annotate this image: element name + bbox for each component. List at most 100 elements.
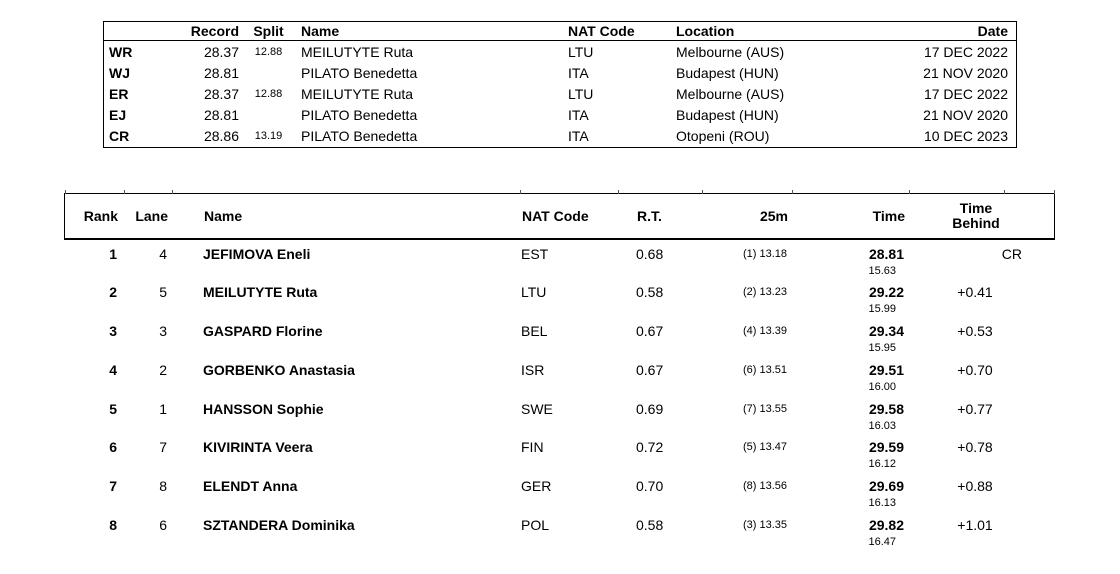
final-time: 29.69 [868, 478, 904, 495]
rank-cell: 5 [109, 400, 117, 417]
record-date: 21 NOV 2020 [923, 64, 1008, 81]
swimmer-name-cell: ELENDT Anna [203, 478, 298, 495]
result-row: 1 4 JEFIMOVA Eneli EST 0.68 (1) 13.18 28… [64, 240, 1055, 279]
split-25m-cell: (8) 13.56 [742, 480, 787, 493]
nat-code-cell: ISR [521, 361, 545, 378]
reaction-time-cell: 0.72 [636, 439, 664, 456]
records-header-record: Record [190, 23, 239, 39]
final-time: 29.82 [868, 517, 904, 534]
second-lap-split: 16.12 [868, 458, 896, 471]
second-lap-split: 15.95 [868, 342, 896, 355]
second-lap-split: 15.63 [868, 264, 896, 277]
lane-cell: 4 [159, 245, 167, 262]
result-row: 6 7 KIVIRINTA Veera FIN 0.72 (5) 13.47 2… [64, 434, 1055, 473]
results-header-time-behind-line2: Behind [952, 215, 1000, 231]
reaction-time-cell: 0.70 [636, 478, 664, 495]
record-location: Budapest (HUN) [676, 107, 779, 124]
column-tick [172, 190, 173, 194]
time-cell: 28.81 15.63 [791, 245, 908, 279]
record-nat-code: ITA [568, 64, 589, 81]
time-cell: 29.69 16.13 [791, 477, 908, 511]
record-location: Budapest (HUN) [676, 64, 779, 81]
split-25m-cell: (4) 13.39 [742, 325, 787, 338]
time-behind-cell: +1.01 [957, 517, 993, 534]
records-header-name: Name [301, 23, 340, 39]
column-tick [909, 190, 910, 194]
record-nat-code: ITA [568, 128, 589, 145]
record-type-label: WJ [109, 64, 130, 81]
second-lap-split: 15.99 [868, 303, 896, 316]
record-type-label: WR [109, 43, 133, 60]
time-behind-cell: +0.41 [957, 284, 993, 301]
record-nat-code: LTU [568, 85, 594, 102]
record-date: 10 DEC 2023 [923, 128, 1008, 145]
record-row-er: ER 28.37 12.88 MEILUTYTE Ruta LTU Melbou… [104, 83, 1016, 104]
results-header-rank: Rank [83, 208, 118, 224]
record-nat-code: LTU [568, 43, 594, 60]
lane-cell: 1 [159, 400, 167, 417]
record-time: 28.37 [203, 85, 239, 102]
reaction-time-cell: 0.67 [636, 323, 664, 340]
record-type-label: ER [109, 85, 129, 102]
column-tick [65, 190, 66, 194]
record-split-time: 12.88 [254, 87, 283, 100]
rank-cell: 8 [109, 517, 117, 534]
record-annotation: CR [1001, 245, 1022, 262]
record-holder-name: MEILUTYTE Ruta [301, 43, 414, 60]
results-header-time: Time [872, 208, 905, 224]
time-cell: 29.82 16.47 [791, 516, 908, 550]
nat-code-cell: FIN [521, 439, 544, 456]
nat-code-cell: SWE [521, 400, 553, 417]
swimmer-name-cell: JEFIMOVA Eneli [203, 245, 311, 262]
final-time: 29.59 [868, 439, 904, 456]
column-tick [1054, 190, 1055, 194]
rank-cell: 6 [109, 439, 117, 456]
time-behind-cell: +0.88 [957, 478, 993, 495]
record-nat-code: ITA [568, 107, 589, 124]
column-tick [618, 190, 619, 194]
nat-code-cell: BEL [521, 323, 548, 340]
results-header-time-behind: Time Behind [909, 201, 1043, 231]
result-row: 2 5 MEILUTYTE Ruta LTU 0.58 (2) 13.23 29… [64, 279, 1055, 318]
record-holder-name: PILATO Benedetta [301, 107, 418, 124]
rank-cell: 2 [109, 284, 117, 301]
time-cell: 29.58 16.03 [791, 400, 908, 434]
lane-cell: 8 [159, 478, 167, 495]
record-time: 28.86 [203, 128, 239, 145]
record-row-cr: CR 28.86 13.19 PILATO Benedetta ITA Otop… [104, 126, 1016, 147]
nat-code-cell: LTU [521, 284, 547, 301]
results-header-nat-code: NAT Code [522, 208, 589, 224]
records-header-split: Split [253, 23, 284, 39]
second-lap-split: 16.47 [868, 536, 896, 549]
swimmer-name-cell: GORBENKO Anastasia [203, 361, 355, 378]
column-tick [124, 190, 125, 194]
record-time: 28.37 [203, 43, 239, 60]
lane-cell: 6 [159, 517, 167, 534]
final-time: 29.34 [868, 323, 904, 340]
split-25m-cell: (5) 13.47 [742, 441, 787, 454]
second-lap-split: 16.03 [868, 419, 896, 432]
record-location: Melbourne (AUS) [676, 43, 785, 60]
reaction-time-cell: 0.68 [636, 245, 664, 262]
final-time: 29.22 [868, 284, 904, 301]
records-header-date: Date [977, 23, 1008, 39]
results-table: Rank Lane Name NAT Code R.T. 25m Time Ti… [64, 190, 1055, 550]
time-cell: 29.59 16.12 [791, 438, 908, 472]
time-cell: 29.51 16.00 [791, 361, 908, 395]
column-tick [520, 190, 521, 194]
results-header-name: Name [204, 208, 243, 224]
results-header-time-behind-line1: Time [959, 200, 993, 216]
reaction-time-cell: 0.69 [636, 400, 664, 417]
final-time: 29.58 [868, 400, 904, 417]
record-date: 17 DEC 2022 [923, 43, 1008, 60]
column-tick [1004, 190, 1005, 194]
results-header-reaction-time: R.T. [637, 208, 662, 224]
nat-code-cell: EST [521, 245, 549, 262]
split-25m-cell: (3) 13.35 [742, 519, 787, 532]
rank-cell: 1 [109, 245, 117, 262]
rank-cell: 4 [109, 361, 117, 378]
record-type-label: CR [109, 128, 130, 145]
record-location: Otopeni (ROU) [676, 128, 770, 145]
record-holder-name: PILATO Benedetta [301, 128, 418, 145]
